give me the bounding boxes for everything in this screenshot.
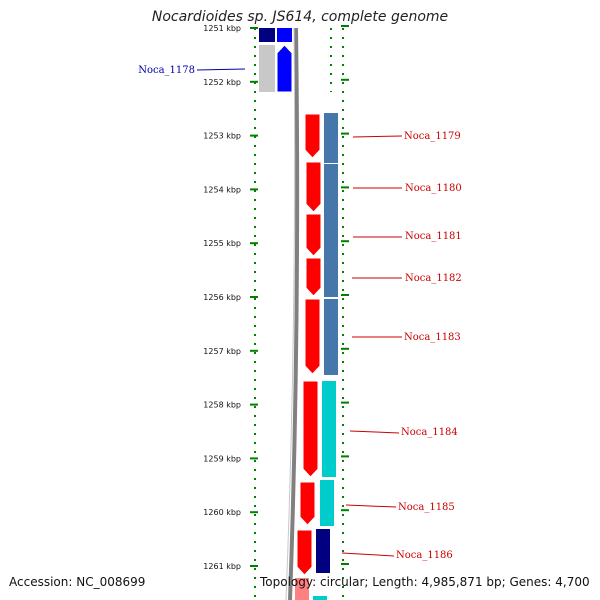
backbone-shadow [285,27,296,600]
scale-tick-label: 1261 kbp [203,562,241,571]
scale-tick-label: 1252 kbp [203,78,241,87]
gene-leader-line [352,135,403,138]
reverse-cds-block [295,578,309,600]
scale-tick-label: 1260 kbp [203,508,241,517]
forward-cds-arrow [276,44,293,93]
gene-label: Noca_1185 [398,502,455,513]
reverse-cds-arrow [305,161,322,213]
feature-track-block [322,381,336,477]
scale-tick-label: 1253 kbp [203,132,241,141]
gene-label: Noca_1181 [405,231,462,242]
genome-backbone [285,27,300,600]
feature-track-block [324,113,338,163]
gene-label: Noca_1184 [401,427,458,438]
scale-tick-label: 1259 kbp [203,454,241,463]
scale-tick-label: 1254 kbp [203,185,241,194]
feature-track-block [316,529,330,573]
feature-track-block [313,596,327,600]
feature-track-block [320,480,334,526]
scale-tick-label: 1257 kbp [203,347,241,356]
gene-leader-line [341,552,395,557]
backbone-line [288,27,300,600]
gene-label: Noca_1178 [138,65,195,76]
gene-label: Noca_1179 [404,131,461,142]
scale-ticks: 1251 kbp 1252 kbp 1253 kbp 1254 kbp 1255 kbp… [203,24,349,571]
gene-label: Noca_1186 [396,550,453,561]
gene-leader-line [349,430,400,434]
reverse-cds-arrow [299,481,316,526]
feature-tracks [259,28,338,600]
scale-tick-label: 1255 kbp [203,239,241,248]
forward-cds-block [277,28,292,42]
gene-labels: Noca_1178 Noca_1179 Noca_1180 Noca_1181 Noca… [138,65,462,561]
scale-tick-label: 1251 kbp [203,24,241,33]
gene-label: Noca_1183 [404,332,461,343]
reverse-cds-arrow [302,380,319,478]
reverse-cds-arrow [304,298,321,375]
gene-leader-line [196,68,246,71]
gene-label: Noca_1182 [405,273,462,284]
forward-cds-block [259,28,275,42]
gene-label: Noca_1180 [405,183,462,194]
scale-tick-label: 1258 kbp [203,401,241,410]
reverse-cds-arrow [305,213,322,257]
feature-track-block [324,164,338,297]
gene-leader-line [345,504,397,508]
map-title: Nocardioides sp. JS614, complete genome [151,9,449,25]
forward-other-block [259,45,275,92]
feature-track-block [324,299,338,375]
scale-tick-label: 1256 kbp [203,293,241,302]
topology-text: Topology: circular; Length: 4,985,871 bp… [260,575,590,589]
reverse-cds-arrow [304,113,321,159]
reverse-cds-arrow [296,529,313,576]
reverse-cds-arrow [305,257,322,297]
accession-text: Accession: NC_008699 [9,575,146,589]
